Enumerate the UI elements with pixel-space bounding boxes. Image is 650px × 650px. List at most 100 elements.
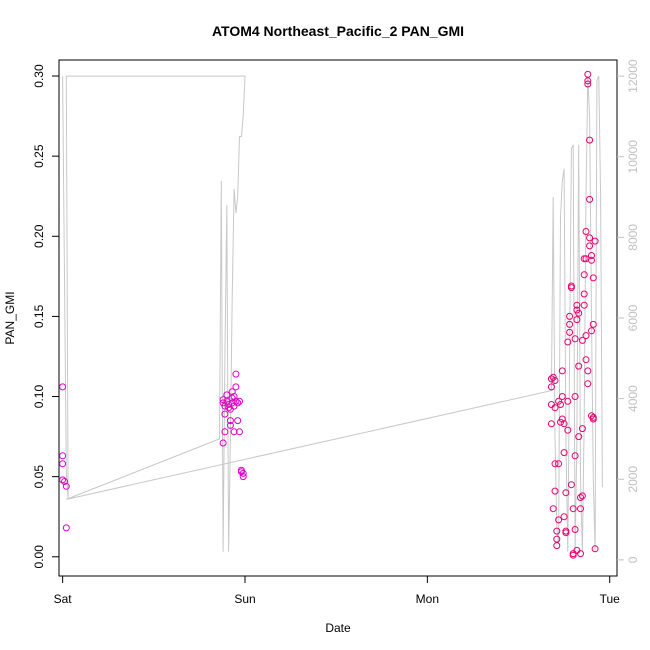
data-point <box>61 478 68 485</box>
data-point <box>584 380 592 388</box>
data-point <box>59 452 67 460</box>
data-point <box>591 237 599 245</box>
data-point <box>586 195 594 203</box>
y-tick-label: 0.05 <box>32 465 46 489</box>
data-point <box>573 301 581 309</box>
data-point <box>571 452 579 460</box>
altitude-line <box>62 75 603 552</box>
data-point <box>226 417 234 425</box>
data-point <box>584 367 592 375</box>
data-point <box>59 476 67 484</box>
data-point <box>219 396 227 404</box>
data-point <box>236 428 243 436</box>
data-point <box>580 271 588 279</box>
data-point <box>551 487 559 495</box>
y2-tick-label: 8000 <box>626 224 640 251</box>
data-point <box>566 320 574 328</box>
y-tick-label: 0.25 <box>32 144 46 168</box>
data-point <box>549 505 557 513</box>
data-point <box>584 80 592 88</box>
data-point <box>584 77 592 85</box>
data-point <box>553 527 561 535</box>
data-point <box>558 367 566 375</box>
data-point <box>571 526 579 533</box>
y-tick-label: 0.20 <box>32 224 46 248</box>
y2-tick-label: 10000 <box>626 140 640 174</box>
data-point <box>59 383 67 391</box>
y2-tick-label: 0 <box>626 556 640 563</box>
data-point <box>547 375 555 383</box>
y-tick-label: 0.30 <box>32 64 46 88</box>
data-point <box>560 513 568 521</box>
data-point <box>551 377 559 384</box>
data-point <box>582 228 590 235</box>
data-point <box>558 393 566 400</box>
data-point <box>575 309 583 317</box>
data-point <box>564 397 572 405</box>
x-tick-label: Mon <box>416 592 439 606</box>
data-point <box>234 399 242 407</box>
data-point <box>547 383 555 391</box>
data-point <box>577 550 584 558</box>
data-point <box>59 460 67 468</box>
data-point <box>560 420 568 428</box>
data-point <box>566 328 574 336</box>
data-point <box>239 469 247 477</box>
data-point <box>571 393 579 400</box>
y2-tick-label: 12000 <box>626 59 640 93</box>
data-point <box>237 468 245 476</box>
data-point <box>557 401 564 408</box>
x-tick-label: Sat <box>54 592 73 606</box>
data-point <box>551 404 559 412</box>
data-point <box>578 336 586 344</box>
data-point <box>577 505 584 513</box>
data-point <box>589 274 597 282</box>
data-point <box>547 401 555 408</box>
data-point <box>578 425 586 433</box>
data-point <box>571 335 579 343</box>
data-point <box>586 234 594 242</box>
plot-frame <box>58 59 618 577</box>
data-point <box>555 460 563 468</box>
data-point <box>564 338 572 346</box>
data-point <box>230 393 238 400</box>
data-point <box>589 320 597 328</box>
data-point <box>582 332 590 340</box>
data-point <box>575 362 583 370</box>
x-tick-label: Tue <box>600 592 621 606</box>
data-point <box>566 312 574 320</box>
y-tick-label: 0.15 <box>32 304 46 328</box>
data-point <box>569 551 577 559</box>
y-axis-label: PAN_GMI <box>3 291 17 344</box>
data-point <box>219 439 227 447</box>
data-point <box>62 482 70 490</box>
data-point <box>578 492 586 500</box>
data-point <box>588 327 595 335</box>
data-point <box>569 505 577 513</box>
data-point <box>555 516 563 524</box>
data-point <box>562 489 570 497</box>
data-point <box>221 428 229 436</box>
data-point <box>564 426 572 434</box>
data-point <box>226 421 234 429</box>
data-point <box>232 370 240 378</box>
data-point <box>547 420 555 428</box>
data-point <box>234 417 242 425</box>
data-point <box>567 284 575 292</box>
y2-tick-label: 6000 <box>626 304 640 331</box>
data-point <box>575 433 583 441</box>
data-point <box>588 252 595 259</box>
data-point <box>221 402 229 410</box>
data-point <box>580 290 588 298</box>
data-point <box>62 524 70 532</box>
data-point <box>560 449 568 457</box>
data-point <box>586 136 594 144</box>
data-point <box>582 356 590 364</box>
data-point <box>551 460 559 468</box>
data-point <box>553 542 561 550</box>
x-axis-label: Date <box>325 621 351 635</box>
plot-area: 0.00 0.05 0.10 0.15 0.20 0.25 0.30 0 2000 4000 600… <box>32 59 640 606</box>
y-tick-label: 0.10 <box>32 385 46 409</box>
data-point <box>239 473 247 481</box>
